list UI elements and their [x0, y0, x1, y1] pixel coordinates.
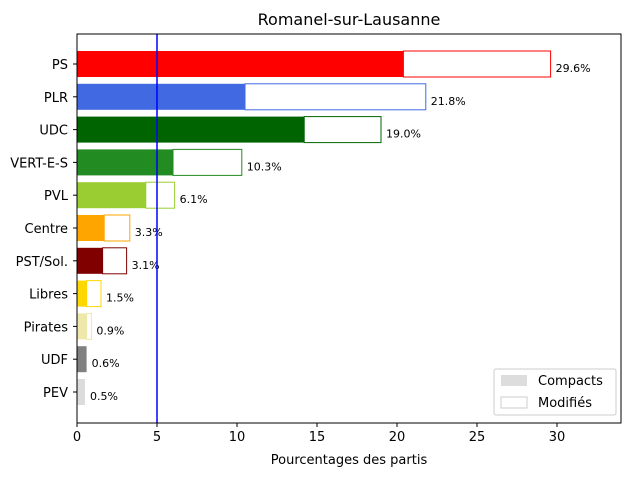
- x-tick-label-20: 20: [389, 430, 406, 445]
- bar-compacts-pst-sol: [77, 247, 103, 274]
- y-tick-label-pev: PEV: [43, 386, 68, 401]
- x-axis: 0 5 10 15 20 25 30: [73, 423, 565, 445]
- x-tick-label-15: 15: [309, 430, 326, 445]
- bar-compacts-pvl: [77, 182, 146, 209]
- legend-compacts-swatch: [501, 375, 527, 386]
- bar-compacts-libres: [77, 280, 87, 307]
- value-labels-layer: 29.6% 21.8% 19.0% 10.3% 6.1% 3.3% 3.1% 1.5% 0.9%…: [90, 62, 591, 403]
- y-tick-label-udc: UDC: [39, 124, 68, 139]
- x-tick-label-30: 30: [549, 430, 566, 445]
- bar-compacts-udc: [77, 116, 305, 143]
- bar-modifies-pst-sol: [102, 247, 128, 275]
- bar-modifies-vert-e-s: [172, 148, 243, 176]
- bar-modifies-udc: [303, 116, 382, 144]
- x-axis-label: Pourcentages des partis: [271, 453, 428, 468]
- bar-modifies-pirates: [86, 312, 92, 340]
- value-label-libres: 1.5%: [106, 292, 134, 305]
- value-label-plr: 21.8%: [431, 95, 466, 108]
- value-label-udf: 0.6%: [92, 357, 120, 370]
- bar-compacts-vert-e-s: [77, 149, 173, 176]
- value-label-pirates: 0.9%: [96, 324, 124, 337]
- value-label-pst-sol: 3.1%: [132, 259, 160, 272]
- y-tick-label-libres: Libres: [29, 288, 68, 303]
- bar-modifies-libres: [86, 280, 102, 308]
- value-label-vert-e-s: 10.3%: [247, 160, 282, 173]
- y-tick-label-ps: PS: [52, 58, 68, 73]
- legend-compacts-label: Compacts: [538, 374, 603, 389]
- bar-modifies-centre: [103, 214, 131, 242]
- value-label-pev: 0.5%: [90, 390, 118, 403]
- y-tick-label-pirates: Pirates: [24, 320, 69, 335]
- bar-compacts-centre: [77, 215, 105, 241]
- value-label-ps: 29.6%: [556, 62, 591, 75]
- bar-compacts-pirates: [77, 313, 87, 340]
- bar-compacts-pev: [77, 379, 85, 405]
- x-tick-label-0: 0: [73, 430, 81, 445]
- y-axis: PS PLR UDC VERT-E-S PVL Centre PST/Sol. Libres P…: [10, 58, 77, 401]
- y-tick-label-plr: PLR: [44, 91, 68, 106]
- y-tick-label-pst-sol: PST/Sol.: [16, 255, 68, 270]
- value-label-centre: 3.3%: [135, 226, 163, 239]
- y-tick-label-centre: Centre: [25, 222, 68, 237]
- bar-compacts-ps: [77, 51, 404, 77]
- bar-modifies-ps: [402, 50, 552, 78]
- bar-compacts-plr: [77, 83, 245, 110]
- y-tick-label-pvl: PVL: [44, 189, 69, 204]
- legend-modifies-swatch: [500, 396, 528, 409]
- y-tick-label-vert-e-s: VERT-E-S: [10, 156, 68, 171]
- bar-modifies-plr: [244, 83, 427, 111]
- chart-title: Romanel-sur-Lausanne: [258, 10, 441, 29]
- legend-modifies-label: Modifiés: [538, 396, 592, 411]
- legend: Compacts Modifiés: [493, 368, 617, 416]
- bar-compacts-udf: [77, 346, 87, 373]
- x-tick-label-5: 5: [153, 430, 161, 445]
- value-label-pvl: 6.1%: [180, 193, 208, 206]
- value-label-udc: 19.0%: [386, 128, 421, 141]
- x-tick-label-10: 10: [229, 430, 246, 445]
- y-tick-label-udf: UDF: [41, 353, 68, 368]
- x-tick-label-25: 25: [469, 430, 486, 445]
- bar-modifies-pvl: [145, 181, 176, 209]
